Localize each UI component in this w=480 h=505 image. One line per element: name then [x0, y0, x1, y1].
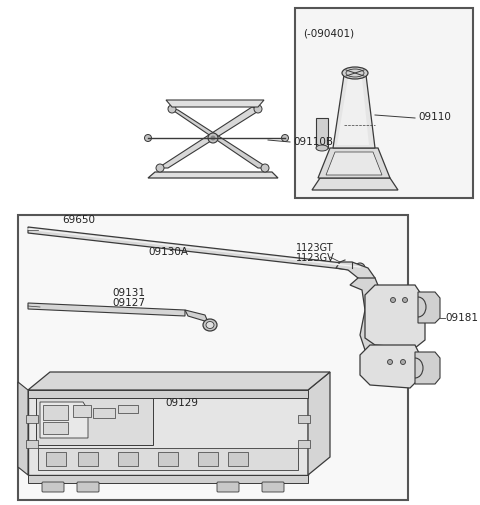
- Text: 09131: 09131: [112, 288, 145, 298]
- FancyBboxPatch shape: [217, 482, 239, 492]
- Ellipse shape: [342, 67, 368, 79]
- Circle shape: [281, 134, 288, 141]
- Bar: [295, 8, 473, 198]
- Text: 09181: 09181: [445, 313, 478, 323]
- Polygon shape: [28, 303, 185, 316]
- Bar: [78, 452, 98, 466]
- Bar: [93, 408, 115, 418]
- Bar: [118, 452, 138, 466]
- Bar: [298, 415, 310, 423]
- FancyBboxPatch shape: [77, 482, 99, 492]
- FancyBboxPatch shape: [42, 482, 64, 492]
- Polygon shape: [350, 278, 390, 355]
- Bar: [228, 452, 248, 466]
- FancyBboxPatch shape: [262, 482, 284, 492]
- Polygon shape: [336, 262, 375, 285]
- Circle shape: [391, 297, 396, 302]
- Circle shape: [261, 164, 269, 172]
- Bar: [26, 415, 38, 423]
- Text: 09129: 09129: [165, 398, 198, 408]
- Circle shape: [355, 263, 365, 273]
- Polygon shape: [168, 107, 268, 168]
- Bar: [43, 422, 68, 434]
- Polygon shape: [28, 390, 308, 398]
- Text: 69650: 69650: [62, 215, 95, 225]
- Polygon shape: [312, 178, 398, 190]
- Polygon shape: [28, 475, 308, 483]
- Circle shape: [144, 134, 152, 141]
- Circle shape: [403, 297, 408, 302]
- Bar: [43, 405, 68, 420]
- Polygon shape: [166, 100, 264, 107]
- Text: 1123GV: 1123GV: [296, 253, 335, 263]
- Bar: [118, 405, 138, 413]
- Polygon shape: [308, 372, 330, 475]
- Text: 09110: 09110: [418, 112, 451, 122]
- Polygon shape: [415, 352, 440, 384]
- Polygon shape: [318, 148, 390, 178]
- Polygon shape: [418, 292, 440, 323]
- Polygon shape: [28, 372, 330, 390]
- Polygon shape: [36, 398, 153, 445]
- Polygon shape: [148, 172, 278, 178]
- Polygon shape: [333, 75, 375, 148]
- Text: 09130A: 09130A: [148, 247, 188, 257]
- Text: 09127: 09127: [112, 298, 145, 308]
- Bar: [73, 405, 91, 417]
- Circle shape: [254, 105, 262, 113]
- Bar: [158, 452, 178, 466]
- Ellipse shape: [316, 145, 328, 151]
- Polygon shape: [158, 107, 260, 168]
- Bar: [298, 440, 310, 448]
- Polygon shape: [365, 285, 425, 348]
- Circle shape: [387, 360, 393, 365]
- Bar: [26, 440, 38, 448]
- Polygon shape: [18, 382, 28, 475]
- Bar: [316, 118, 328, 148]
- Text: 1123GT: 1123GT: [296, 243, 334, 253]
- Polygon shape: [38, 448, 298, 470]
- Polygon shape: [337, 78, 369, 145]
- Bar: [46, 452, 66, 466]
- Polygon shape: [28, 227, 360, 271]
- Bar: [198, 452, 218, 466]
- Text: 09110B: 09110B: [293, 137, 333, 147]
- Polygon shape: [185, 310, 208, 322]
- Polygon shape: [28, 390, 308, 475]
- Ellipse shape: [203, 319, 217, 331]
- Bar: [18, 215, 408, 500]
- Circle shape: [400, 360, 406, 365]
- Polygon shape: [360, 345, 420, 388]
- Polygon shape: [40, 402, 88, 438]
- Ellipse shape: [206, 322, 214, 328]
- Polygon shape: [326, 152, 382, 175]
- Circle shape: [168, 105, 176, 113]
- Circle shape: [211, 135, 216, 140]
- Circle shape: [208, 133, 218, 143]
- Text: (-090401): (-090401): [303, 28, 354, 38]
- Circle shape: [156, 164, 164, 172]
